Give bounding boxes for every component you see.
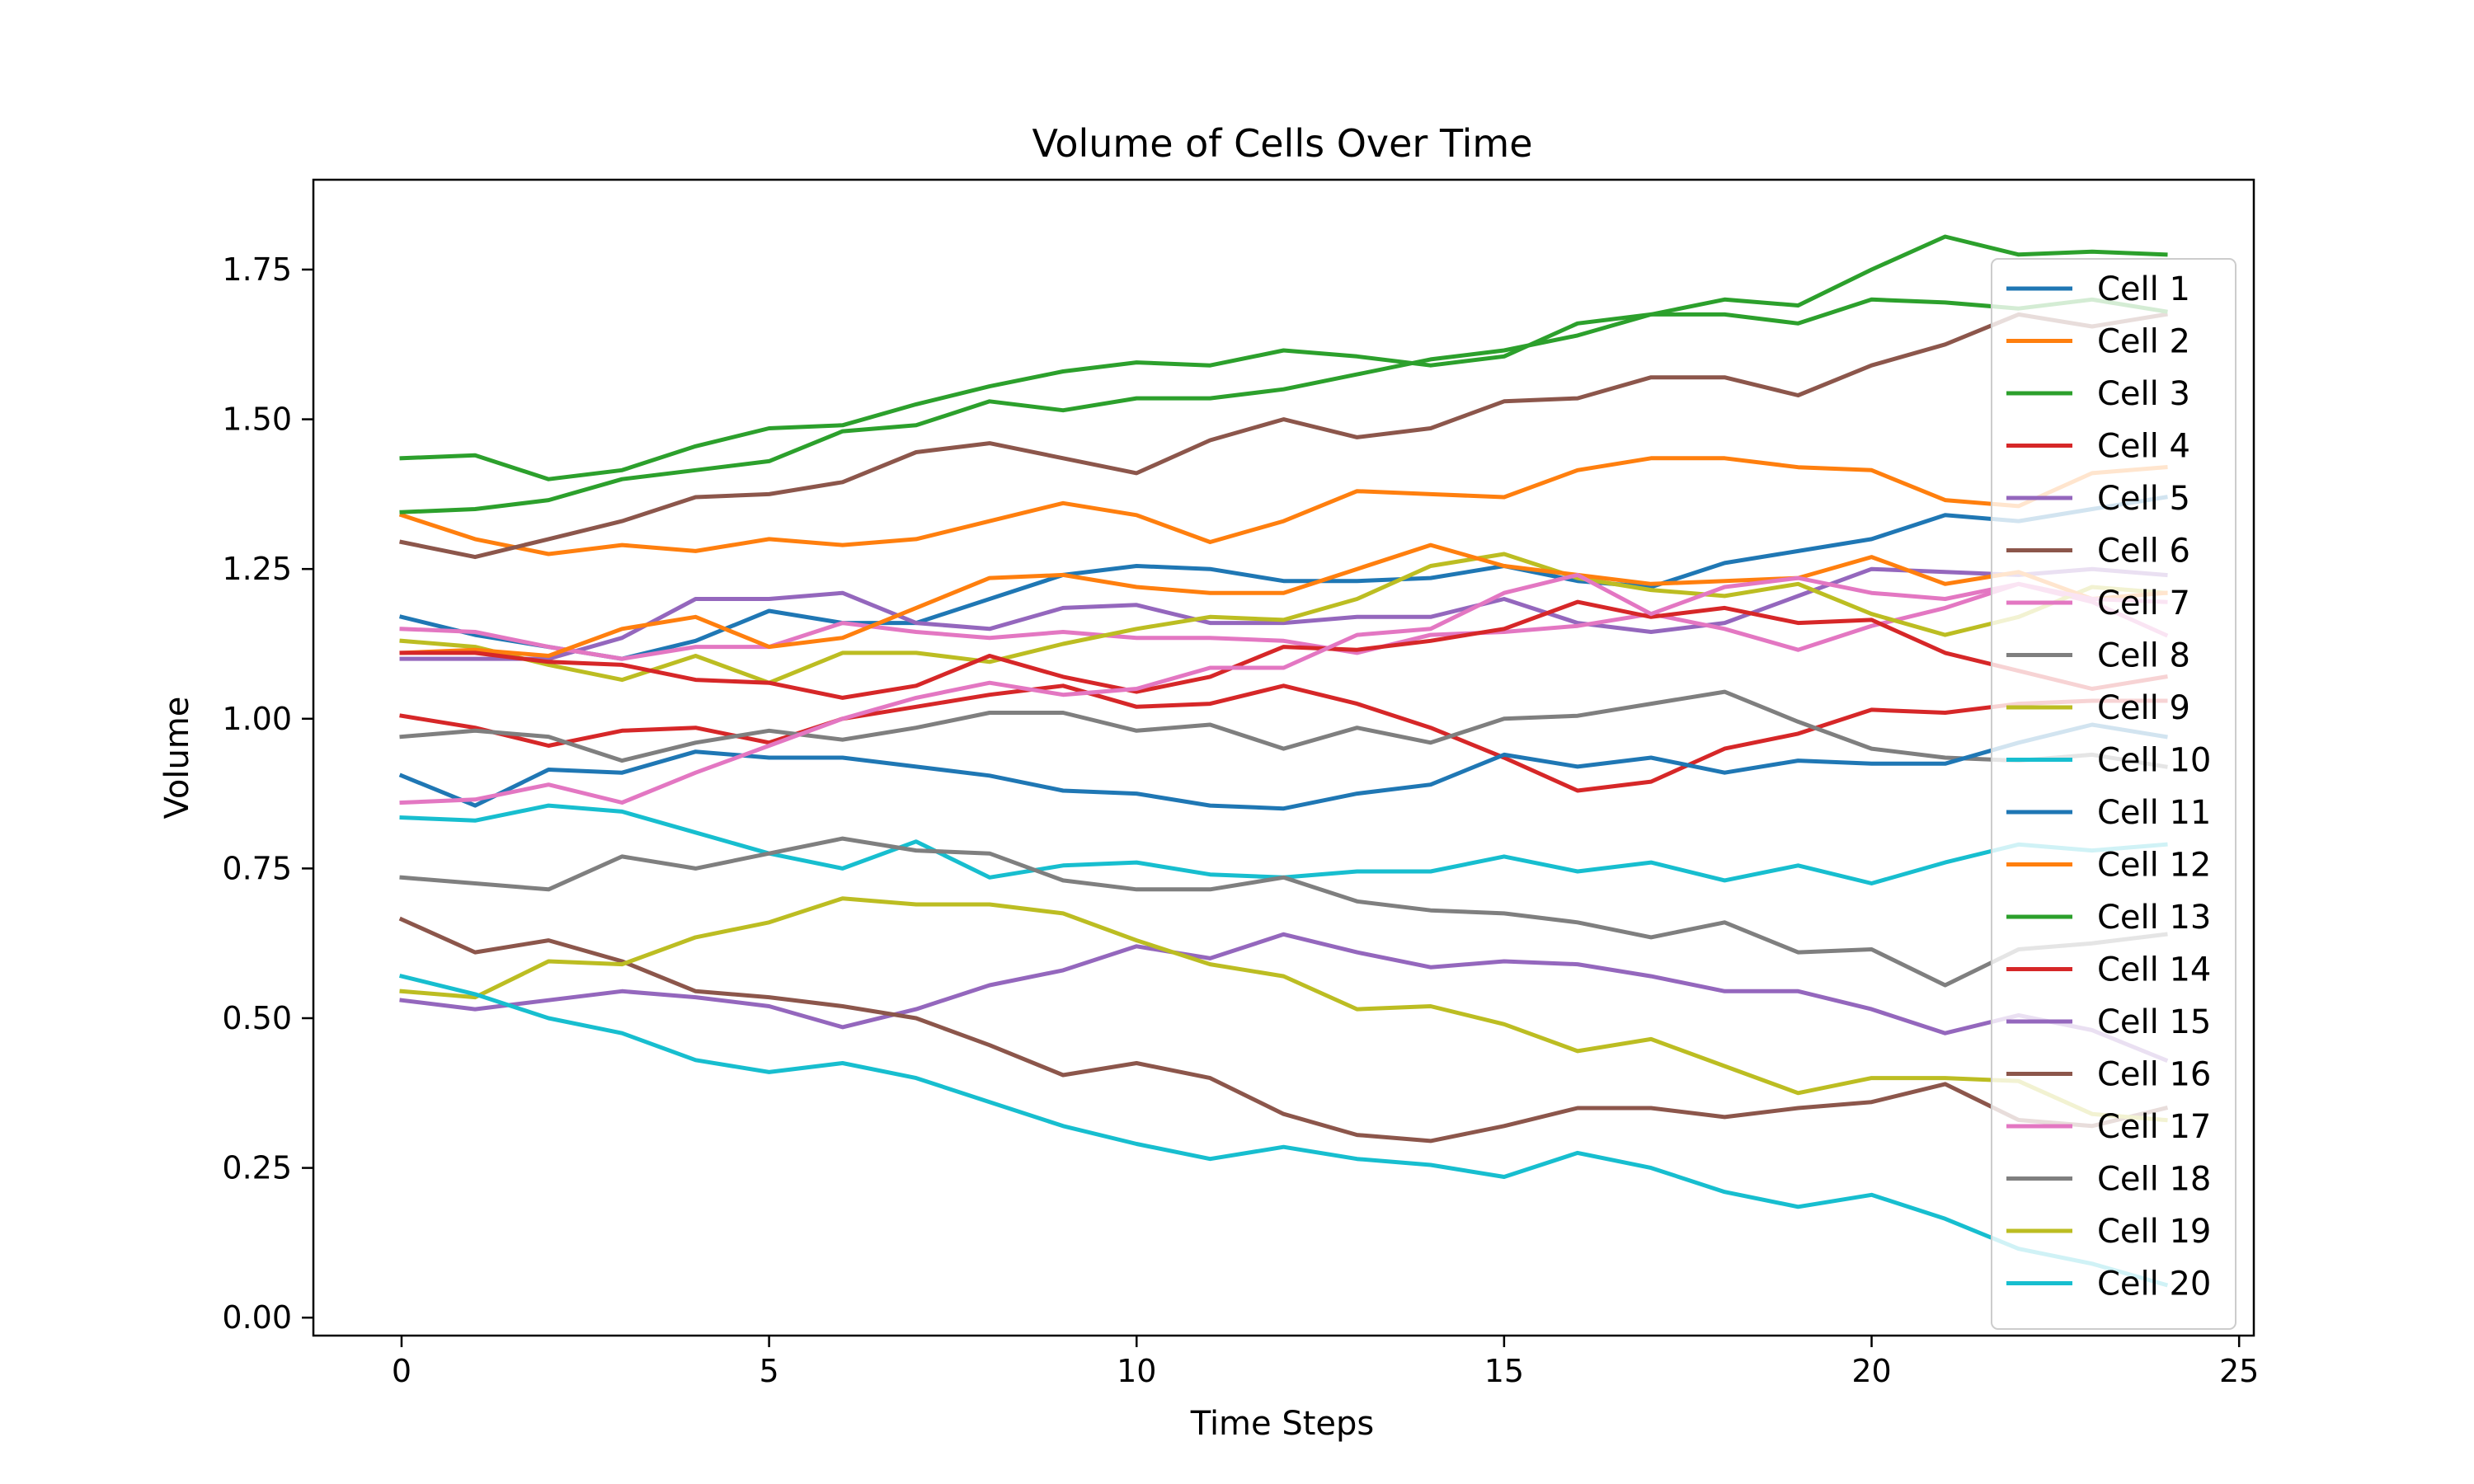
x-axis: 0 5 10 15 20 25 [392, 1336, 2259, 1389]
plot-frame [312, 178, 2255, 1337]
series-line-cell-3 [399, 234, 2168, 481]
series-line-cell-1 [398, 495, 2168, 661]
legend-entry-label: Cell 10 [2097, 742, 2211, 780]
legend-entry-label: Cell 9 [2097, 689, 2190, 727]
legend-entry-label: Cell 2 [2097, 323, 2190, 361]
x-tick-label: 25 [2219, 1353, 2259, 1389]
series-line-cell-19 [399, 896, 2168, 1123]
y-tick-label: 1.25 [222, 551, 292, 587]
legend-entry-label: Cell 16 [2097, 1056, 2211, 1094]
y-tick-label: 1.00 [222, 701, 292, 737]
legend: Cell 1 Cell 2 Cell 3 Cell 4 Cell 5 Cell 6 Cell… [1991, 258, 2236, 1330]
legend-entry-label: Cell 15 [2097, 1003, 2211, 1041]
series-line-cell-15 [399, 932, 2169, 1064]
legend-entry-label: Cell 12 [2097, 847, 2211, 885]
y-axis: 0.00 0.25 0.50 0.75 1.00 1.25 1.50 1.75 [222, 251, 313, 1336]
legend-entry-label: Cell 19 [2097, 1213, 2211, 1251]
legend-entry-label: Cell 17 [2097, 1108, 2211, 1146]
series-line-cell-11 [398, 722, 2168, 811]
legend-entry-label: Cell 18 [2097, 1161, 2211, 1199]
series-line-cell-7 [399, 581, 2169, 661]
series-line-cell-17 [399, 572, 2168, 805]
series-line-cell-14 [399, 599, 2168, 700]
x-tick-label: 15 [1484, 1353, 1524, 1389]
legend-entry-label: Cell 3 [2097, 375, 2190, 413]
series-line-cell-12 [399, 542, 2168, 658]
y-axis-title: Volume [158, 697, 196, 819]
y-tick-label: 0.50 [222, 1000, 292, 1036]
series-line-cell-16 [398, 916, 2169, 1144]
legend-entry-label: Cell 7 [2097, 585, 2190, 622]
y-tick-label: 1.50 [222, 402, 292, 438]
legend-entry-label: Cell 8 [2097, 637, 2190, 675]
x-tick-label: 5 [760, 1353, 779, 1389]
series-line-cell-13 [399, 297, 2168, 514]
legend-box [1991, 258, 2236, 1330]
legend-entry-label: Cell 4 [2097, 428, 2190, 466]
legend-entry-label: Cell 5 [2097, 480, 2190, 518]
legend-entry-label: Cell 20 [2097, 1266, 2211, 1303]
series-line-cell-5 [399, 566, 2168, 661]
chart-title: Volume of Cells Over Time [1032, 121, 1532, 166]
y-tick-label: 0.00 [222, 1299, 292, 1336]
y-tick-label: 0.25 [222, 1150, 292, 1186]
x-tick-label: 0 [392, 1353, 412, 1389]
legend-entry-label: Cell 11 [2097, 794, 2211, 832]
legend-entry-label: Cell 1 [2097, 270, 2190, 308]
legend-entry-label: Cell 14 [2097, 951, 2211, 989]
series-line-cell-18 [399, 836, 2168, 988]
legend-entry-label: Cell 6 [2097, 533, 2190, 571]
series-line-cell-20 [398, 974, 2169, 1288]
series-line-cell-8 [399, 689, 2168, 769]
series-line-cell-6 [399, 312, 2168, 560]
series-line-cell-4 [399, 683, 2168, 793]
y-tick-label: 1.75 [222, 251, 292, 288]
x-axis-title: Time Steps [1190, 1405, 1375, 1443]
y-tick-label: 0.75 [222, 850, 292, 886]
x-tick-label: 20 [1851, 1353, 1891, 1389]
legend-entry-label: Cell 13 [2097, 899, 2211, 937]
series-line-cell-2 [398, 456, 2168, 556]
x-tick-label: 10 [1117, 1353, 1156, 1389]
series-line-cell-9 [399, 552, 2168, 685]
plot-series-group [398, 234, 2169, 1288]
